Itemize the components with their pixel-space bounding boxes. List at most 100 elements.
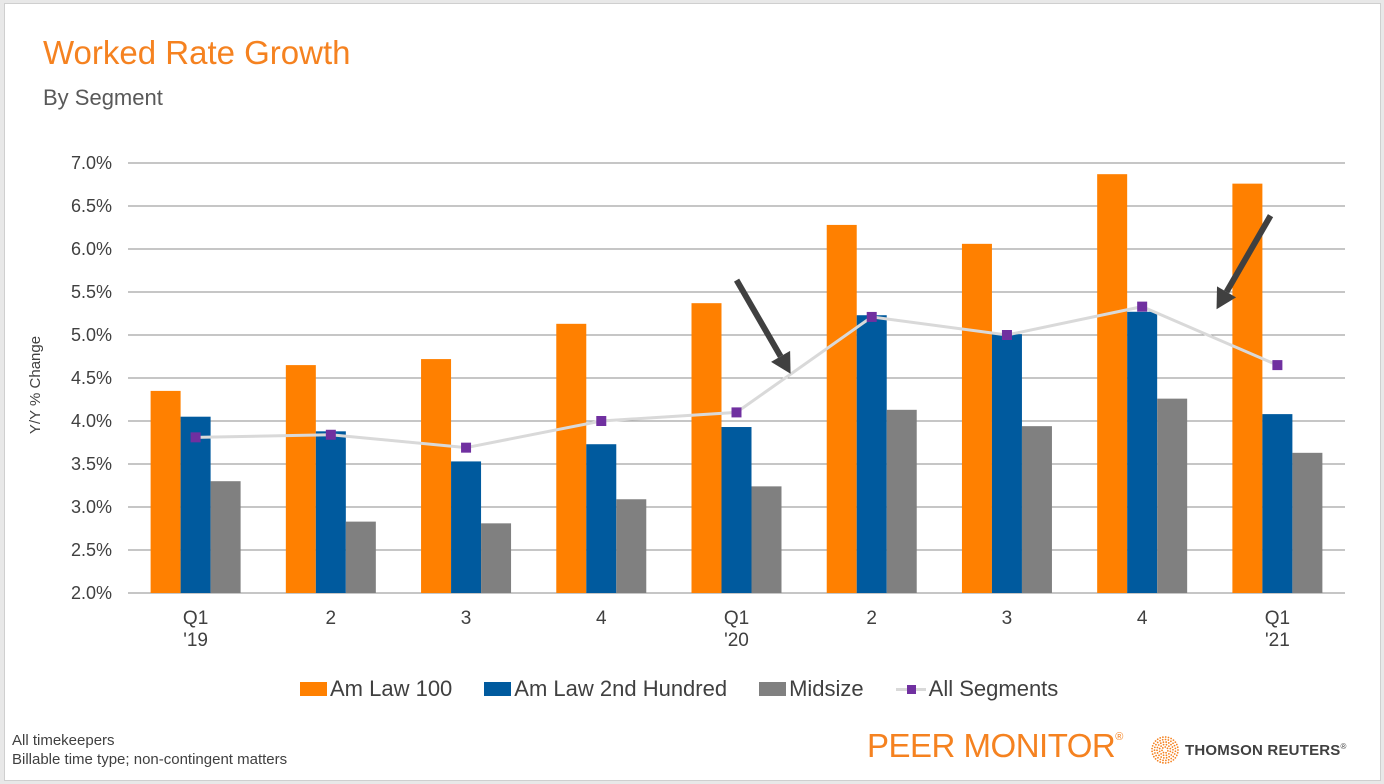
globe-dot: [1165, 743, 1168, 746]
x-tick-label-year: '20: [724, 630, 749, 651]
legend-swatch-am-law-100: [300, 682, 327, 696]
globe-dot: [1162, 754, 1165, 757]
y-tick-label: 2.0%: [71, 583, 112, 603]
bar-am-law-2nd-hundred: [1262, 414, 1293, 593]
legend-swatch-all-segments: [895, 682, 926, 696]
x-tick-label-year: '21: [1265, 630, 1290, 651]
bar-am-law-2nd-hundred: [991, 334, 1022, 593]
globe-dot: [1167, 752, 1170, 755]
bar-am-law-100: [421, 359, 452, 593]
globe-dot: [1156, 746, 1159, 749]
y-tick-label: 3.0%: [71, 497, 112, 517]
globe-dot: [1157, 756, 1159, 759]
globe-dot: [1162, 741, 1165, 744]
globe-dot: [1158, 750, 1161, 753]
bar-am-law-100: [1232, 183, 1263, 593]
bar-midsize: [481, 523, 512, 593]
globe-dot: [1167, 758, 1170, 761]
annotation-arrow-shaft: [733, 278, 784, 358]
globe-dot: [1165, 756, 1168, 759]
y-tick-label: 5.0%: [71, 325, 112, 345]
globe-dot: [1152, 742, 1155, 745]
globe-dot: [1174, 750, 1177, 753]
globe-dot: [1151, 747, 1153, 750]
globe-dot: [1168, 755, 1171, 758]
y-axis-label: Y/Y % Change: [27, 336, 44, 434]
globe-dot: [1155, 754, 1158, 757]
globe-dot: [1156, 759, 1159, 762]
peer-monitor-wordmark: PEER MONITOR: [867, 727, 1116, 764]
x-tick-label: 2: [866, 608, 877, 629]
globe-dot: [1170, 737, 1172, 740]
globe-dot: [1152, 755, 1155, 758]
globe-dot: [1151, 753, 1154, 756]
globe-dot: [1161, 738, 1164, 741]
globe-dot: [1162, 751, 1165, 754]
globe-dot: [1170, 754, 1173, 756]
globe-dot: [1165, 741, 1168, 743]
globe-dot: [1154, 740, 1157, 742]
bar-midsize: [751, 486, 782, 593]
globe-dot: [1162, 759, 1164, 762]
globe-dot: [1176, 746, 1179, 749]
globe-dot: [1174, 756, 1177, 759]
globe-dot: [1166, 747, 1169, 750]
globe-dot: [1155, 743, 1157, 746]
globe-dot: [1159, 739, 1161, 742]
globe-dot: [1164, 762, 1167, 764]
all-segments-marker: [190, 432, 201, 443]
globe-dot: [1161, 747, 1164, 749]
globe-dot: [1170, 740, 1172, 743]
bar-midsize: [210, 481, 241, 593]
all-segments-marker: [866, 311, 877, 322]
globe-dot: [1173, 753, 1176, 755]
x-tick-label: Q1: [183, 608, 208, 629]
y-tick-label: 7.0%: [71, 153, 112, 173]
globe-dot: [1167, 739, 1170, 741]
all-segments-marker: [1272, 360, 1283, 371]
y-tick-label: 4.0%: [71, 411, 112, 431]
all-segments-marker: [461, 442, 472, 453]
globe-dot: [1164, 759, 1167, 762]
all-segments-marker: [325, 429, 336, 440]
globe-dot: [1162, 736, 1164, 739]
bar-midsize: [1157, 398, 1188, 593]
globe-dot: [1177, 749, 1179, 751]
globe-dot: [1176, 751, 1179, 754]
globe-dot: [1153, 749, 1156, 752]
bar-am-law-2nd-hundred: [856, 315, 887, 593]
annotation-arrows: [733, 214, 1274, 374]
all-segments-marker: [731, 407, 742, 418]
chart-subtitle: By Segment: [43, 85, 163, 110]
y-tick-label: 6.5%: [71, 196, 112, 216]
globe-dot: [1159, 742, 1162, 745]
legend-item-all-segments: All Segments: [895, 676, 1058, 702]
globe-dot: [1158, 747, 1161, 750]
globe-dot: [1167, 745, 1170, 748]
bar-am-law-100: [826, 224, 857, 594]
y-tick-label: 3.5%: [71, 454, 112, 474]
globe-dot: [1165, 751, 1167, 754]
globe-dot: [1172, 748, 1174, 751]
globe-dot: [1171, 746, 1174, 748]
bar-am-law-100: [556, 323, 587, 593]
globe-dot: [1151, 750, 1153, 753]
globe-dot: [1174, 747, 1177, 750]
globe-dot: [1165, 754, 1168, 757]
globe-dot: [1157, 744, 1160, 746]
bar-midsize: [886, 409, 917, 593]
bar-midsize: [616, 499, 647, 593]
bar-midsize: [1021, 426, 1052, 593]
globe-dot: [1173, 744, 1176, 747]
globe-dot: [1170, 760, 1172, 763]
peer-monitor-logo: PEER MONITOR®: [867, 727, 1123, 765]
bar-midsize: [1292, 452, 1323, 593]
x-tick-label-year: '19: [183, 630, 208, 651]
x-tick-label: 4: [1137, 608, 1148, 629]
x-axis-ticks: Q1'192 3 4 Q1'202 3 4 Q1'21: [183, 608, 1290, 651]
x-tick-label: 3: [461, 608, 472, 629]
bar-am-law-2nd-hundred: [315, 431, 346, 593]
legend-item-midsize: Midsize: [759, 676, 864, 702]
all-segments-line: [190, 301, 1283, 453]
